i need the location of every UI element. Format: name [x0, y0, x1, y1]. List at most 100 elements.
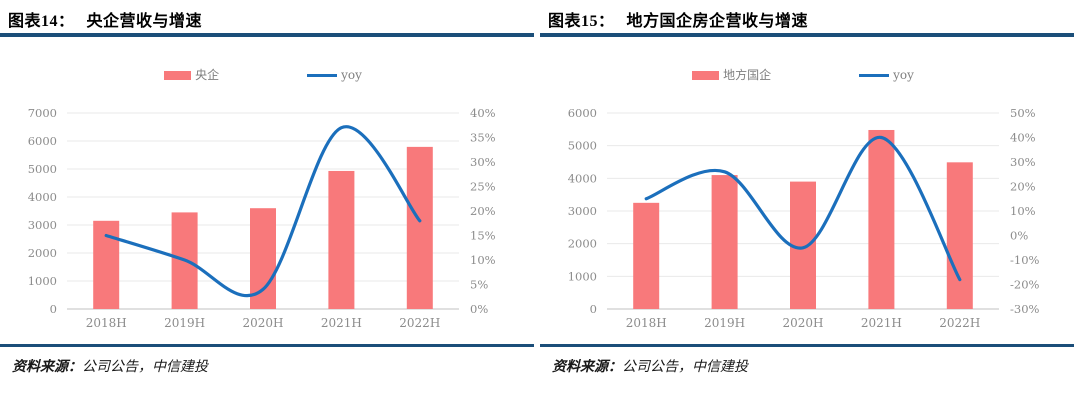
figure-label: 图表: [548, 13, 582, 30]
line-swatch-icon: [307, 73, 338, 77]
right-axis-tick: 5%: [470, 278, 488, 292]
legend-bar-label: 央企: [195, 68, 220, 82]
source-note: 资料来源：公司公告，中信建投: [12, 356, 208, 376]
x-axis-tick: 2020H: [242, 316, 283, 330]
left-axis-labels: 0 1000 2000 3000 4000 5000 6000 7000: [28, 106, 57, 316]
legend-bar-label: 地方国企: [723, 68, 772, 82]
right-axis-tick: 15%: [470, 229, 496, 243]
bar-2021H: [868, 129, 895, 309]
bar-2022H: [406, 146, 433, 309]
legend-line-label: yoy: [893, 68, 914, 82]
right-axis-labels: 50% 40% 30% 20% 10% 0% -10% -20% -30%: [1010, 106, 1040, 316]
figure-number: 14: [41, 13, 59, 30]
combo-chart-local-soe: 0 1000 2000 3000 4000 5000 6000 50% 40% 30% 20% 10%…: [568, 106, 1040, 330]
chart-legend: 央企 yoy: [67, 69, 459, 81]
source-text: 公司公告，中信建投: [82, 359, 208, 375]
figure-colon: ：: [58, 13, 75, 30]
left-axis-tick: 1000: [568, 269, 597, 283]
left-axis-labels: 0 1000 2000 3000 4000 5000 6000: [568, 106, 597, 316]
x-axis-tick: 2018H: [86, 316, 127, 330]
gridlines: [67, 112, 459, 310]
left-axis-tick: 2000: [568, 237, 597, 251]
bottom-divider: [540, 344, 1074, 347]
figure-label: 图表: [8, 13, 42, 30]
title-underline: [0, 33, 534, 37]
chart-legend: 地方国企 yoy: [607, 69, 999, 81]
left-axis-tick: 2000: [28, 246, 57, 260]
right-axis-tick: 10%: [470, 253, 496, 267]
source-note: 资料来源：公司公告，中信建投: [552, 356, 748, 376]
left-axis-tick: 4000: [28, 190, 57, 204]
right-axis-tick: 30%: [1010, 155, 1036, 169]
bottom-divider: [0, 344, 534, 347]
left-axis-tick: 3000: [28, 218, 57, 232]
left-axis-tick: 7000: [28, 106, 57, 120]
x-axis-tick: 2021H: [321, 316, 362, 330]
right-axis-tick: 35%: [470, 131, 496, 145]
bar-swatch-icon: [692, 70, 720, 80]
legend-item-bar: 地方国企: [692, 69, 771, 81]
right-axis-labels: 40% 35% 30% 25% 20% 15% 10% 5% 0%: [470, 106, 496, 316]
x-axis-labels: 2018H 2019H 2020H 2021H 2022H: [626, 316, 981, 330]
x-axis-tick: 2022H: [399, 316, 440, 330]
yoy-line: [644, 135, 962, 282]
yoy-line: [104, 125, 422, 298]
combo-chart-central-soe: 0 1000 2000 3000 4000 5000 6000 7000 40% 35% 30% 25…: [28, 106, 496, 330]
bar-series: [93, 146, 433, 309]
bar-series: [633, 129, 973, 309]
left-axis-tick: 0: [50, 302, 57, 316]
figure-colon: ：: [598, 13, 615, 30]
x-axis-tick: 2019H: [704, 316, 745, 330]
figure-number: 15: [581, 13, 599, 30]
right-axis-tick: 10%: [1010, 204, 1036, 218]
right-axis-tick: 20%: [470, 204, 496, 218]
figure-title-text: 央企营收与增速: [86, 13, 203, 30]
right-axis-tick: 50%: [1010, 106, 1036, 120]
x-axis-tick: 2019H: [164, 316, 205, 330]
x-axis-tick: 2018H: [626, 316, 667, 330]
legend-item-bar: 央企: [164, 69, 219, 81]
right-axis-tick: -10%: [1010, 253, 1040, 267]
right-axis-tick: 30%: [470, 155, 496, 169]
left-axis-tick: 0: [590, 302, 597, 316]
bar-2022H: [946, 162, 973, 309]
left-axis-tick: 6000: [28, 134, 57, 148]
left-axis-tick: 5000: [28, 162, 57, 176]
left-axis-tick: 6000: [568, 106, 597, 120]
source-label: 资料来源：: [12, 359, 82, 375]
chart-title: 图表14： 央企营收与增速: [8, 7, 202, 31]
legend-line-label: yoy: [341, 68, 362, 82]
right-axis-tick: 0%: [1010, 229, 1028, 243]
bar-2018H: [633, 202, 660, 309]
right-axis-tick: 40%: [470, 106, 496, 120]
line-swatch-icon: [859, 73, 890, 77]
legend-item-line: yoy: [859, 69, 914, 81]
right-axis-tick: 25%: [470, 180, 496, 194]
chart-panel-15: 图表15： 地方国企房企营收与增速 地方国企 yoy 0 1000 2000 3000 4…: [540, 0, 1080, 413]
right-axis-tick: 20%: [1010, 180, 1036, 194]
source-label: 资料来源：: [552, 359, 622, 375]
bar-2020H: [250, 208, 276, 309]
legend-item-line: yoy: [307, 69, 362, 81]
left-axis-tick: 4000: [568, 171, 597, 185]
x-axis-tick: 2020H: [782, 316, 823, 330]
right-axis-tick: -20%: [1010, 278, 1040, 292]
x-axis-tick: 2022H: [939, 316, 980, 330]
left-axis-tick: 1000: [28, 274, 57, 288]
bar-2021H: [328, 170, 355, 309]
bar-swatch-icon: [164, 70, 192, 80]
title-underline: [540, 33, 1074, 37]
left-axis-tick: 5000: [568, 139, 597, 153]
right-axis-tick: -30%: [1010, 302, 1040, 316]
chart-panel-14: 图表14： 央企营收与增速 央企 yoy 0 1000 2000 3000 4000 500…: [0, 7, 534, 376]
left-axis-tick: 3000: [568, 204, 597, 218]
bar-2019H: [711, 175, 738, 309]
figure-title-text: 地方国企房企营收与增速: [626, 13, 809, 30]
right-axis-tick: 40%: [1010, 131, 1036, 145]
x-axis-labels: 2018H 2019H 2020H 2021H 2022H: [86, 316, 441, 330]
x-axis-tick: 2021H: [861, 316, 902, 330]
chart-title: 图表15： 地方国企房企营收与增速: [548, 7, 808, 31]
right-axis-tick: 0%: [470, 302, 488, 316]
source-text: 公司公告，中信建投: [622, 359, 748, 375]
